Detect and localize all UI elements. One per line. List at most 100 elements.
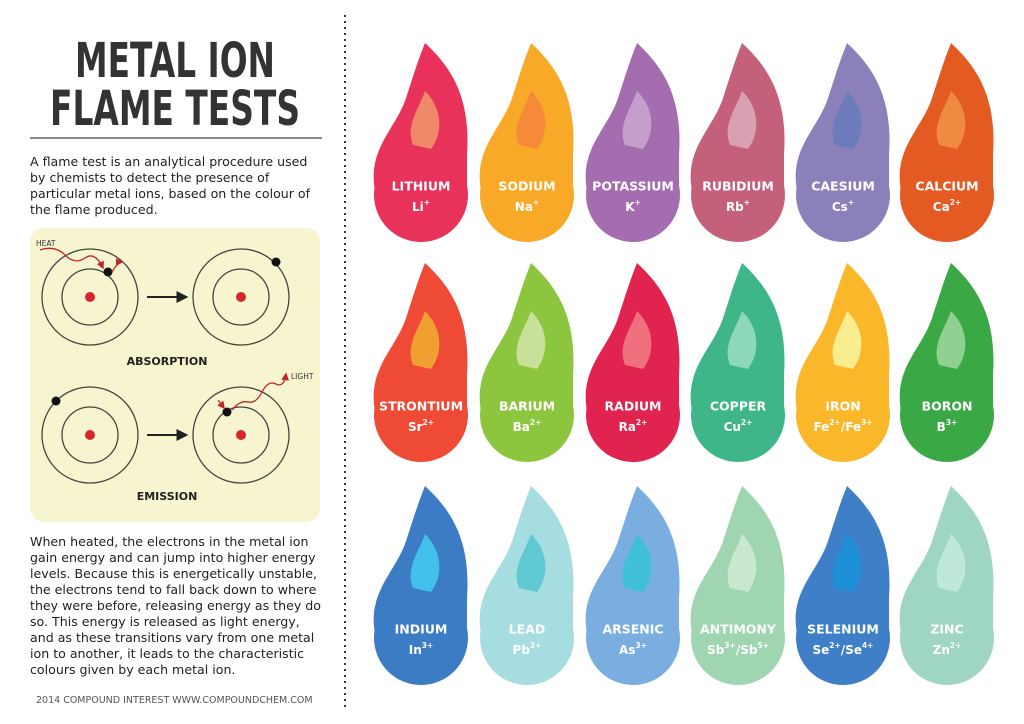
ion-circle (480, 368, 574, 462)
ion-circle (796, 368, 890, 462)
ion-card: CAESIUM Cs+ (795, 43, 890, 242)
symbol-charge: 2+ (950, 641, 962, 650)
ion-circle (374, 148, 468, 242)
ion-card: ZINC Zn2+ (899, 486, 994, 685)
ion-circle (691, 368, 785, 462)
symbol-base: Ra (619, 420, 636, 434)
symbol-base: K (625, 200, 635, 214)
ion-name: ANTIMONY (700, 622, 777, 637)
ion-circle (586, 368, 680, 462)
ion-symbol: K+ (625, 198, 641, 214)
ion-circle (374, 591, 468, 685)
inner-flame (727, 311, 757, 369)
symbol-base: Se (813, 643, 830, 657)
symbol-base: Cu (724, 420, 741, 434)
symbol-base: As (619, 643, 635, 657)
ion-card: STRONTIUM Sr2+ (373, 263, 468, 462)
ion-card: COPPER Cu2+ (690, 263, 785, 462)
inner-flame (622, 534, 652, 592)
ion-name: SELENIUM (807, 622, 879, 637)
ion-card: CALCIUM Ca2+ (899, 43, 994, 242)
inner-flame (727, 534, 757, 592)
ion-circle (900, 148, 994, 242)
symbol-charge: 2+ (423, 418, 435, 427)
symbol-base: Sb (707, 643, 725, 657)
ion-card: ARSENIC As3+ (585, 486, 680, 685)
ion-card: BARIUM Ba2+ (479, 263, 574, 462)
ion-card: INDIUM In3+ (373, 486, 468, 685)
inner-flame (832, 534, 862, 592)
ion-circle (796, 591, 890, 685)
inner-flame (410, 311, 440, 369)
ion-name: IRON (825, 399, 860, 414)
symbol-base: Cs (832, 200, 848, 214)
ion-name: LEAD (509, 622, 546, 637)
ion-name: RUBIDIUM (702, 179, 774, 194)
symbol-charge: + (635, 198, 641, 207)
ion-circle (900, 591, 994, 685)
symbol-charge: 5+ (757, 641, 769, 650)
ion-circle (900, 368, 994, 462)
symbol-charge: 3+ (946, 418, 958, 427)
nuclei (85, 292, 246, 440)
inner-flame (727, 91, 757, 149)
symbol-base: Rb (726, 200, 744, 214)
inner-flame (832, 91, 862, 149)
ion-symbol: Na+ (515, 198, 539, 214)
ion-name: COPPER (710, 399, 767, 414)
symbol-charge: + (744, 198, 750, 207)
ion-card: ANTIMONY Sb3+/Sb5+ (690, 486, 785, 685)
diagram-label: HEAT (36, 239, 56, 248)
ion-card: BORON B3+ (899, 263, 994, 462)
symbol-base: In (409, 643, 422, 657)
ion-symbol: Sb3+/Sb5+ (707, 641, 769, 657)
ion-circle (586, 148, 680, 242)
symbol-base: Ca (933, 200, 950, 214)
ion-symbol: Se2+/Se4+ (813, 641, 874, 657)
ion-circle (374, 368, 468, 462)
ion-name: LITHIUM (392, 179, 451, 194)
ion-symbol: Ba2+ (513, 418, 542, 434)
ion-name: STRONTIUM (379, 399, 463, 414)
inner-flame (516, 534, 546, 592)
ion-name: POTASSIUM (592, 179, 674, 194)
ion-circle (480, 148, 574, 242)
inner-flame (936, 534, 966, 592)
ion-symbol: Ra2+ (619, 418, 648, 434)
ion-symbol: B3+ (937, 418, 958, 434)
inner-flame (622, 91, 652, 149)
inner-flame (832, 311, 862, 369)
ion-card: SELENIUM Se2+/Se4+ (795, 486, 890, 685)
inner-flame (516, 91, 546, 149)
energy-arrows (39, 247, 289, 411)
symbol-base: Pb (513, 643, 531, 657)
diagram-panel (30, 228, 320, 522)
ion-card: LEAD Pb2+ (479, 486, 574, 685)
ion-symbol: Fe2+/Fe3+ (813, 418, 872, 434)
ion-circle (691, 591, 785, 685)
symbol-base: Sr (408, 420, 423, 434)
ion-circle (691, 148, 785, 242)
ion-name: BORON (922, 399, 973, 414)
ion-name: CAESIUM (811, 179, 875, 194)
symbol-charge: + (848, 198, 854, 207)
ion-card: RADIUM Ra2+ (585, 263, 680, 462)
ion-symbol: Ca2+ (933, 198, 961, 214)
ion-circle (796, 148, 890, 242)
symbol-charge: 3+ (861, 418, 873, 427)
symbol-charge: 2+ (530, 641, 542, 650)
symbol-charge: 2+ (530, 418, 542, 427)
ion-name: INDIUM (395, 622, 448, 637)
ion-symbol: Rb+ (726, 198, 750, 214)
title-line: METAL ION (75, 33, 275, 89)
symbol-base: B (937, 420, 946, 434)
ion-symbol: Cu2+ (724, 418, 753, 434)
ion-card: RUBIDIUM Rb+ (690, 43, 785, 242)
ion-symbol: Zn2+ (933, 641, 962, 657)
ion-name: ARSENIC (602, 622, 663, 637)
ion-circle (586, 591, 680, 685)
symbol-charge: + (424, 198, 430, 207)
diagram-label: ABSORPTION (127, 355, 208, 368)
footer: 2014 COMPOUND INTEREST WWW.COMPOUNDCHEM.… (36, 695, 313, 706)
